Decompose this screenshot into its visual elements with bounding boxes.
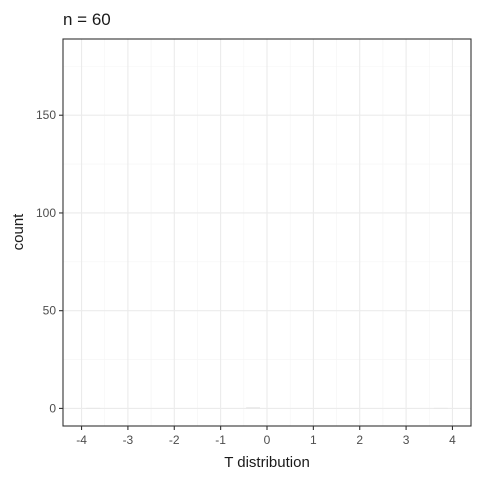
histogram-bar [86,407,101,409]
y-axis-title: count [10,213,27,251]
y-tick-label: 50 [43,304,57,318]
x-tick-label: -2 [169,433,180,447]
histogram-bar [246,407,261,409]
x-axis-title: T distribution [224,454,310,471]
chart-title: n = 60 [63,10,111,29]
x-tick-label: 1 [310,433,317,447]
x-tick-label: -1 [215,433,226,447]
x-tick-label: 0 [264,433,271,447]
x-tick-label: 4 [449,433,456,447]
histogram-bars [86,407,448,409]
x-tick-label: 3 [403,433,410,447]
x-tick-label: 2 [356,433,363,447]
y-tick-label: 150 [36,108,56,122]
gridlines [63,39,471,426]
y-axis: 0 50 100 150 [36,108,63,415]
x-axis: -4 -3 -2 -1 0 1 2 3 4 [76,426,456,447]
x-tick-label: -4 [76,433,87,447]
x-tick-label: -3 [123,433,134,447]
histogram-bar [433,407,448,409]
y-tick-label: 100 [36,206,56,220]
y-tick-label: 0 [49,401,56,415]
